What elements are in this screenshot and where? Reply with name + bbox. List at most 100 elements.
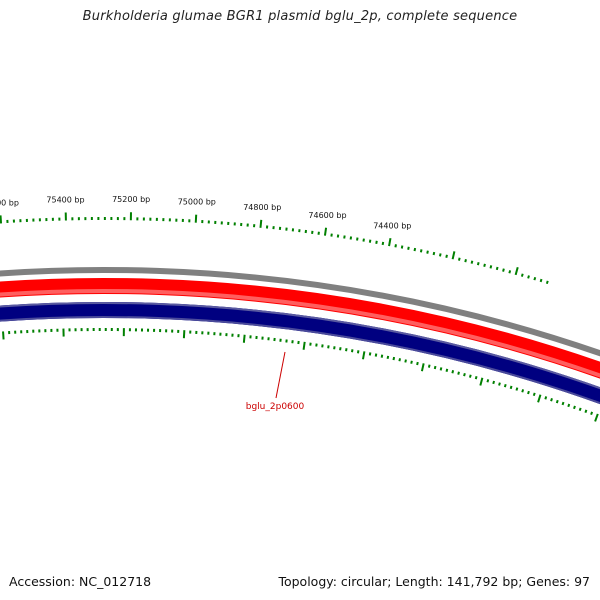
minor-inner-tick — [561, 401, 565, 406]
major-position-tick — [451, 251, 456, 260]
minor-position-tick — [381, 241, 385, 246]
minor-position-tick — [489, 265, 493, 269]
gene-callout-line — [275, 351, 286, 399]
minor-position-tick — [533, 276, 537, 281]
gene-label: bglu_2p0600 — [246, 402, 305, 412]
minor-position-tick — [432, 251, 436, 256]
minor-position-tick — [520, 273, 524, 277]
minor-inner-tick — [503, 383, 507, 388]
major-position-tick — [323, 227, 328, 236]
minor-inner-tick — [374, 353, 378, 357]
minor-position-tick — [483, 263, 486, 267]
position-tick-label: 75200 bp — [112, 195, 150, 204]
reverse-strand-edge — [0, 316, 600, 405]
topology-summary: Topology: circular; Length: 141,792 bp; … — [278, 574, 590, 589]
minor-inner-tick — [386, 355, 390, 360]
major-inner-tick — [302, 341, 306, 350]
minor-inner-tick — [398, 358, 402, 362]
map-title: Burkholderia glumae BGR1 plasmid bglu_2p… — [82, 9, 518, 24]
major-inner-tick — [537, 394, 542, 403]
minor-inner-tick — [567, 403, 571, 408]
reverse-strand-edge — [0, 302, 600, 390]
minor-inner-tick — [573, 405, 576, 410]
minor-inner-tick — [350, 349, 354, 353]
inner-ticks — [2, 327, 599, 422]
position-tick-label: 75000 bp — [178, 198, 216, 207]
minor-inner-tick — [527, 390, 530, 395]
minor-inner-tick — [521, 389, 525, 393]
minor-inner-tick — [486, 379, 490, 383]
minor-inner-tick — [356, 350, 360, 354]
major-inner-tick — [420, 363, 425, 372]
minor-inner-tick — [427, 364, 431, 368]
accession-label: Accession: NC_012718 — [9, 574, 152, 589]
forward-strand-band — [0, 278, 600, 379]
major-position-tick — [259, 219, 263, 228]
position-tick-label: 74800 bp — [243, 203, 281, 212]
minor-inner-tick — [439, 367, 443, 371]
minor-inner-tick — [590, 411, 594, 416]
minor-inner-tick — [445, 368, 449, 373]
minor-inner-tick — [550, 398, 553, 402]
minor-position-tick — [419, 249, 423, 253]
minor-inner-tick — [509, 385, 513, 390]
minor-position-tick — [375, 240, 378, 244]
minor-inner-tick — [463, 372, 466, 377]
backbone-band — [0, 267, 600, 357]
minor-inner-tick — [492, 380, 496, 385]
position-tick-label: 75400 bp — [46, 195, 84, 204]
minor-position-tick — [502, 268, 505, 272]
minor-position-tick — [426, 250, 429, 254]
major-position-tick — [0, 215, 3, 224]
minor-inner-tick — [433, 365, 437, 370]
minor-inner-tick — [468, 374, 472, 378]
minor-inner-tick — [416, 361, 419, 366]
minor-position-tick — [545, 280, 549, 285]
major-inner-tick — [594, 413, 599, 422]
minor-inner-tick — [392, 356, 396, 361]
major-inner-tick — [242, 334, 246, 343]
outer-ticks — [0, 212, 549, 285]
minor-position-tick — [464, 258, 467, 263]
minor-position-tick — [495, 266, 499, 271]
minor-inner-tick — [404, 359, 407, 363]
forward-strand-highlight — [0, 289, 600, 378]
minor-position-tick — [413, 247, 417, 252]
minor-inner-tick — [380, 354, 384, 358]
minor-position-tick — [438, 253, 442, 257]
minor-position-tick — [476, 262, 480, 266]
major-position-tick — [514, 266, 519, 276]
major-inner-tick — [361, 351, 366, 360]
minor-position-tick — [539, 278, 543, 283]
minor-inner-tick — [498, 382, 501, 386]
minor-inner-tick — [555, 399, 559, 404]
major-inner-tick — [479, 377, 484, 386]
minor-inner-tick — [515, 387, 519, 391]
minor-inner-tick — [532, 392, 536, 397]
minor-position-tick — [400, 245, 404, 249]
minor-position-tick — [508, 270, 512, 274]
minor-position-tick — [394, 244, 397, 248]
position-tick-label: 75600 bp — [0, 198, 19, 207]
minor-inner-tick — [578, 407, 582, 412]
position-tick-label: 74400 bp — [373, 221, 411, 230]
minor-inner-tick — [410, 360, 413, 364]
minor-inner-tick — [474, 376, 478, 380]
major-position-tick — [388, 238, 392, 247]
minor-position-tick — [527, 275, 530, 279]
strand-bands — [0, 267, 600, 405]
minor-inner-tick — [544, 396, 548, 400]
position-tick-label: 74600 bp — [308, 211, 346, 220]
major-inner-tick — [2, 331, 5, 340]
minor-position-tick — [457, 257, 461, 261]
minor-position-tick — [368, 239, 372, 243]
minor-inner-tick — [457, 371, 460, 375]
minor-position-tick — [470, 260, 474, 264]
reverse-strand-band — [0, 302, 600, 405]
minor-inner-tick — [584, 409, 588, 414]
minor-position-tick — [407, 246, 410, 250]
minor-inner-tick — [368, 352, 372, 356]
gene-annotation: bglu_2p0600 — [246, 351, 305, 412]
